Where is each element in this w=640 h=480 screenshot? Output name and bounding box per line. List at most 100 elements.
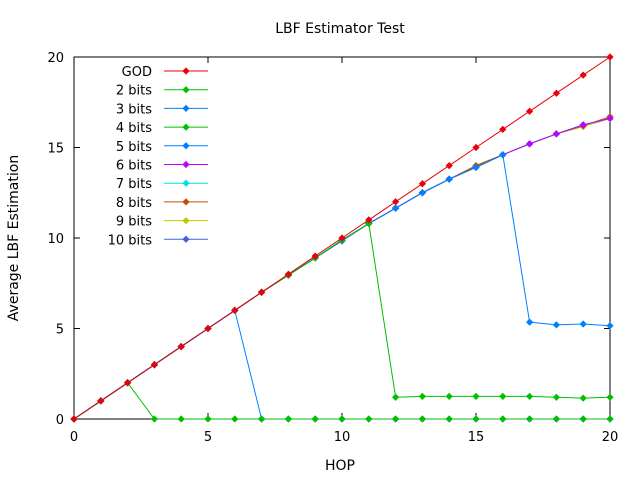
data-point (338, 234, 346, 242)
data-point (445, 175, 453, 183)
legend-swatch-marker (182, 123, 190, 131)
data-point (231, 415, 239, 423)
series-layer (70, 53, 614, 423)
data-point (552, 393, 561, 401)
legend-entry: 7 bits (116, 177, 208, 192)
legend-label: 8 bits (116, 196, 152, 211)
legend-label: 7 bits (116, 177, 152, 192)
data-point (177, 342, 185, 351)
legend-swatch-marker (182, 179, 190, 187)
data-point (284, 270, 293, 278)
legend-label: 3 bits (116, 102, 152, 117)
series-line (73, 118, 611, 420)
data-point (552, 415, 561, 423)
data-point (499, 392, 507, 400)
data-point (445, 415, 453, 423)
data-point (177, 415, 185, 423)
series-god (70, 53, 614, 423)
legend-entry: 2 bits (116, 84, 208, 99)
legend-entry: 3 bits (116, 102, 208, 117)
data-point (418, 415, 427, 423)
data-point (418, 392, 427, 400)
series-2-bits (70, 379, 614, 423)
data-point (365, 216, 373, 224)
data-point (391, 393, 400, 401)
data-point (525, 415, 534, 423)
data-point (204, 324, 212, 333)
legend-entry: GOD (122, 65, 208, 80)
series-9-bits (70, 114, 614, 423)
legend-label: 5 bits (116, 140, 152, 155)
data-point (499, 125, 507, 134)
chart-title: LBF Estimator Test (275, 21, 405, 37)
legend-swatch-marker (182, 104, 190, 113)
data-point (365, 415, 373, 423)
data-point (391, 204, 400, 212)
series-8-bits (70, 113, 614, 423)
data-point (579, 415, 587, 423)
data-point (97, 397, 105, 405)
data-point (472, 415, 480, 423)
legend-entry: 6 bits (116, 159, 208, 174)
data-point (552, 130, 561, 138)
x-tick-label: 15 (468, 430, 485, 445)
data-point (204, 415, 212, 423)
legend-label: 10 bits (108, 233, 153, 248)
data-point (231, 306, 239, 315)
data-point (499, 415, 507, 423)
legend-entry: 8 bits (116, 196, 208, 211)
data-point (472, 392, 480, 400)
x-tick-label: 5 (204, 430, 212, 445)
data-point (257, 288, 266, 296)
data-point (418, 189, 427, 197)
legend-swatch-marker (182, 160, 190, 169)
data-point (579, 394, 587, 402)
x-tick-label: 0 (70, 430, 78, 445)
series-10-bits (70, 114, 614, 423)
data-point (391, 415, 400, 423)
data-point (445, 392, 453, 400)
legend-swatch-marker (182, 86, 190, 94)
y-axis-label: Average LBF Estimation (6, 155, 22, 321)
y-tick-label: 15 (47, 142, 64, 157)
axis-ticks: 0 5 10 15 20 0 5 10 15 20 (47, 51, 618, 445)
data-point (472, 143, 480, 152)
data-point (525, 140, 534, 148)
legend-label: 6 bits (116, 159, 152, 174)
data-point (606, 114, 614, 123)
x-tick-label: 20 (602, 430, 619, 445)
data-point (445, 161, 453, 170)
series-line (73, 154, 611, 420)
data-point (579, 121, 587, 129)
data-point (525, 107, 534, 115)
legend-label: 4 bits (116, 121, 152, 136)
data-point (552, 321, 561, 329)
data-point (552, 89, 561, 97)
legend-swatch-marker (182, 67, 190, 75)
series-line (73, 116, 611, 420)
y-tick-label: 5 (56, 323, 64, 338)
series-5-bits (70, 151, 614, 423)
data-point (150, 415, 159, 423)
series-7-bits (70, 114, 614, 423)
data-point (579, 71, 587, 79)
legend-swatch-marker (182, 235, 190, 243)
legend-swatch-marker (182, 142, 190, 150)
series-line (73, 118, 611, 420)
series-line (73, 118, 611, 420)
legend-entry: 4 bits (116, 121, 208, 136)
data-point (499, 151, 507, 159)
data-point (311, 252, 319, 260)
data-point (525, 392, 534, 400)
data-point (579, 320, 587, 328)
data-point (418, 180, 427, 188)
data-point (150, 361, 159, 369)
legend-label: 2 bits (116, 84, 152, 99)
data-point (606, 322, 614, 330)
x-axis-label: HOP (325, 458, 355, 474)
data-point (472, 163, 480, 172)
data-point (338, 415, 346, 423)
data-point (257, 415, 266, 423)
data-point (606, 393, 614, 401)
